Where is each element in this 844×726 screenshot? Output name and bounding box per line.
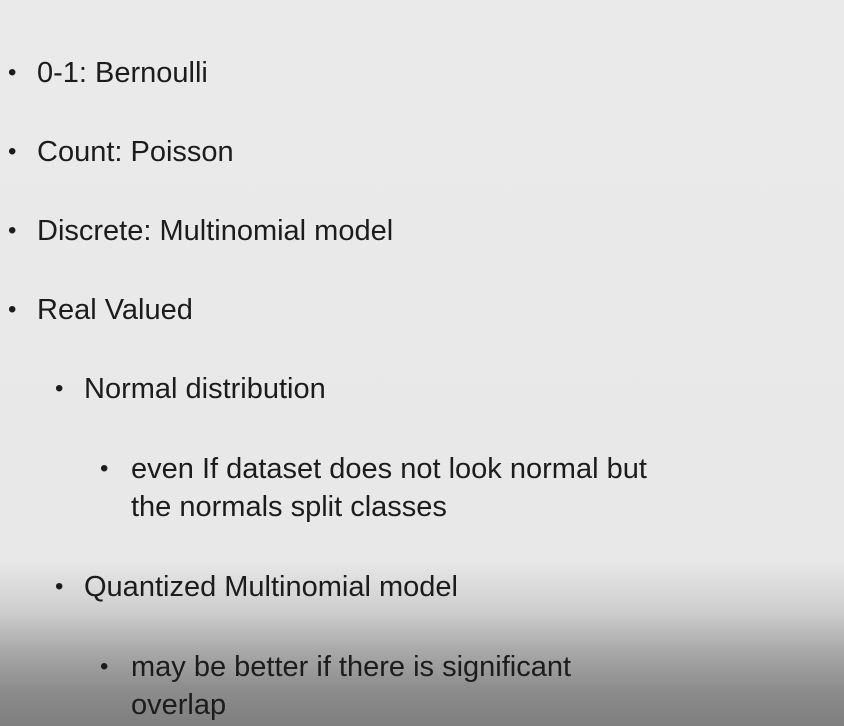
list-item-text: 0-1: Bernoulli	[37, 57, 208, 89]
list-item-text: Real Valued	[37, 294, 193, 326]
bullet-icon: •	[8, 59, 17, 86]
list-item-text-line: the normals split classes	[131, 491, 447, 523]
list-item-text-line: overlap	[131, 689, 227, 721]
list-item-text: Normal distribution	[84, 373, 326, 405]
bullet-icon: •	[100, 455, 109, 482]
bullet-icon: •	[55, 573, 64, 600]
bullet-icon: •	[8, 296, 17, 323]
bullet-icon: •	[8, 217, 17, 244]
bullet-icon: •	[8, 138, 17, 165]
list-item-text: may be better if there is significant ov…	[131, 648, 771, 724]
list-item-text-line: may be better if there is significant	[131, 651, 572, 683]
list-item-text: Discrete: Multinomial model	[37, 215, 394, 247]
list-item-text-line: even If dataset does not look normal but	[131, 453, 647, 485]
list-item-text: Quantized Multinomial model	[84, 571, 458, 603]
bullet-icon: •	[55, 375, 64, 402]
list-item-text: even If dataset does not look normal but…	[131, 450, 771, 526]
bullet-icon: •	[100, 653, 109, 680]
list-item-text: Count: Poisson	[37, 136, 234, 168]
